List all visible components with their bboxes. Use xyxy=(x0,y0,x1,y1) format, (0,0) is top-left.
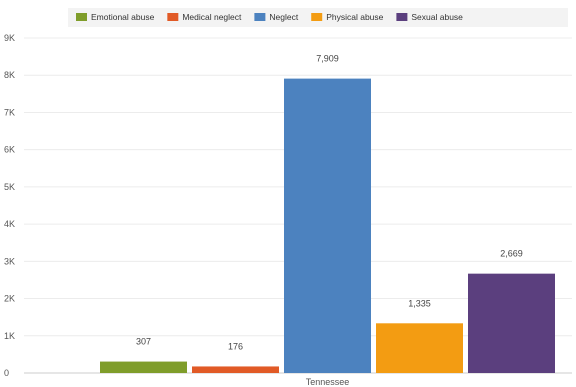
y-tick-label: 5K xyxy=(4,182,15,192)
legend-item-emotional-abuse[interactable]: Emotional abuse xyxy=(76,12,155,22)
data-label: 2,669 xyxy=(500,249,523,259)
y-tick-label: 7K xyxy=(4,107,15,117)
legend-label: Emotional abuse xyxy=(91,12,155,22)
legend-label: Neglect xyxy=(269,12,298,22)
legend-item-medical-neglect[interactable]: Medical neglect xyxy=(167,12,242,22)
bar-medical-neglect[interactable] xyxy=(192,366,279,373)
y-tick-label: 0 xyxy=(4,368,9,378)
bar-emotional-abuse[interactable] xyxy=(100,361,187,373)
bar-neglect[interactable] xyxy=(284,78,371,374)
legend-item-neglect[interactable]: Neglect xyxy=(254,12,299,22)
y-tick-label: 4K xyxy=(4,219,15,229)
legend-swatch xyxy=(254,13,266,21)
y-tick-label: 3K xyxy=(4,256,15,266)
y-tick-label: 6K xyxy=(4,145,15,155)
legend: Emotional abuse Medical neglect Neglect Phy… xyxy=(68,8,568,27)
legend-item-physical-abuse[interactable]: Physical abuse xyxy=(311,12,384,22)
bar-sexual-abuse[interactable] xyxy=(468,273,555,373)
y-tick-label: 9K xyxy=(4,33,15,43)
legend-item-sexual-abuse[interactable]: Sexual abuse xyxy=(396,12,463,22)
y-tick-label: 1K xyxy=(4,331,15,341)
data-label: 307 xyxy=(136,337,151,347)
bar-physical-abuse[interactable] xyxy=(376,323,463,373)
y-tick-label: 8K xyxy=(4,70,15,80)
data-label: 1,335 xyxy=(408,298,431,308)
y-axis-ticks: 0 1K 2K 3K 4K 5K 6K 7K 8K 9K xyxy=(4,33,15,378)
legend-swatch xyxy=(167,13,179,21)
legend-swatch xyxy=(396,13,408,21)
bars xyxy=(100,78,555,374)
legend-swatch xyxy=(76,13,87,21)
legend-swatch xyxy=(311,13,323,21)
y-tick-label: 2K xyxy=(4,294,15,304)
data-label: 7,909 xyxy=(316,54,339,64)
x-category-label: Tennessee xyxy=(306,377,350,387)
data-labels: 307 176 7,909 1,335 2,669 xyxy=(136,54,523,352)
data-label: 176 xyxy=(228,341,243,351)
x-axis-categories: Tennessee xyxy=(306,377,350,387)
legend-label: Medical neglect xyxy=(182,12,242,22)
legend-label: Sexual abuse xyxy=(411,12,463,22)
legend-label: Physical abuse xyxy=(326,12,383,22)
